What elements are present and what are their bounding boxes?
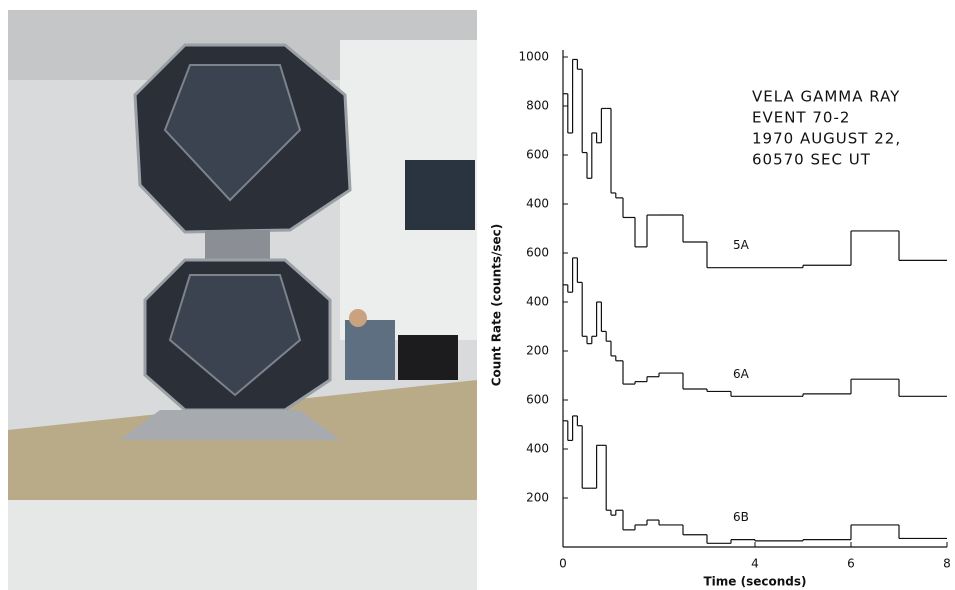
y-tick-label: 400 [526, 442, 549, 456]
x-tick-label: 6 [847, 557, 855, 571]
y-axis-title: Count Rate (counts/sec) [490, 224, 504, 387]
x-tick-label: 8 [943, 557, 951, 571]
y-tick-label: 600 [526, 246, 549, 260]
series-label: 6B [733, 510, 749, 524]
y-tick-label: 200 [526, 344, 549, 358]
chart: VELA GAMMA RAY EVENT 70-2 1970 AUGUST 22… [490, 50, 951, 589]
y-tick-label: 200 [526, 491, 549, 505]
series-label: 5A [733, 238, 750, 252]
series-label: 6A [733, 367, 750, 381]
annotation-line: VELA GAMMA RAY [752, 88, 900, 106]
annotation-line: 1970 AUGUST 22, [752, 130, 901, 148]
y-tick-label: 600 [526, 393, 549, 407]
y-tick-label: 400 [526, 295, 549, 309]
annotation-line: 60570 SEC UT [752, 151, 871, 169]
y-tick-label: 400 [526, 197, 549, 211]
x-tick-label: 4 [751, 557, 759, 571]
x-tick-label: 0 [559, 557, 567, 571]
y-tick-label: 1000 [518, 50, 549, 64]
annotation-line: EVENT 70-2 [752, 109, 850, 127]
satellite-photo [8, 10, 477, 590]
y-tick-label: 800 [526, 99, 549, 113]
y-tick-label: 600 [526, 148, 549, 162]
x-axis-title: Time (seconds) [703, 575, 806, 589]
